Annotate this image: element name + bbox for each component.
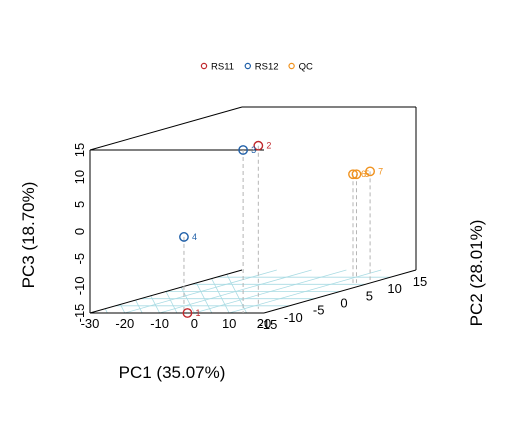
point-label: 1 [195, 308, 200, 318]
legend-label: RS12 [255, 62, 279, 73]
data-point [253, 140, 264, 151]
floor-grid-line [135, 299, 143, 314]
data-point [348, 169, 358, 180]
floor-grid-line [229, 269, 382, 314]
floor-grid-line [194, 269, 347, 314]
floor-grid-line [104, 308, 108, 314]
data-point [238, 145, 249, 155]
z-tick-label: -15 [72, 304, 87, 323]
y-tick-label: -10 [284, 310, 303, 325]
legend-marker [244, 62, 251, 70]
point-label: 2 [266, 141, 271, 151]
floor-grid-line [196, 282, 213, 314]
floor-grid-line [226, 274, 247, 314]
floor-grid-line [180, 287, 195, 314]
z-tick-label: 10 [72, 170, 87, 184]
point-label: 7 [378, 166, 383, 176]
y-tick-label: 15 [413, 274, 427, 289]
x-tick-label: 0 [191, 316, 198, 331]
y-tick-label: 0 [340, 296, 347, 311]
z-tick-label: -5 [72, 253, 87, 265]
data-point [351, 169, 362, 180]
legend-label: RS11 [211, 62, 234, 73]
plot-box [89, 106, 417, 314]
point-label: 3 [251, 145, 256, 155]
x-axis-title: PC1 (35.07%) [119, 363, 226, 382]
x-tick-label: -10 [150, 316, 169, 331]
legend: RS11 RS12 QC [200, 62, 313, 73]
y-tick-label: -15 [259, 317, 278, 332]
y-tick-label: 5 [366, 288, 373, 303]
z-tick-label: 15 [72, 143, 87, 157]
x-tick-label: -30 [81, 316, 100, 331]
floor-grid-line [150, 295, 160, 314]
floor-grid [104, 269, 391, 314]
legend-marker [288, 62, 295, 70]
z-tick-label: -10 [72, 276, 87, 295]
x-tick-label: 20 [257, 316, 271, 331]
floor-grid-line [211, 278, 230, 314]
y-tick-label: -5 [313, 303, 325, 318]
z-axis-title: PC3 (18.70%) [19, 182, 38, 289]
data-point [182, 308, 193, 318]
point-label: 6 [361, 169, 366, 179]
box-edge [263, 269, 417, 314]
legend-marker [200, 62, 208, 70]
x-tick-label: -20 [115, 316, 134, 331]
box-edge [89, 106, 243, 151]
point-label: 4 [192, 232, 197, 242]
x-tick-label: 10 [222, 316, 236, 331]
y-axis-title: PC2 (28.01%) [467, 220, 486, 327]
drop-lines [183, 145, 371, 313]
floor-grid-line [165, 291, 178, 314]
data-point [365, 166, 375, 177]
legend-label: QC [299, 62, 313, 73]
floor-grid-line [120, 304, 126, 314]
box-edge [89, 269, 243, 314]
y-tick-label: 10 [387, 281, 401, 296]
data-point [179, 232, 189, 242]
z-tick-label: 5 [72, 201, 87, 208]
z-tick-label: 0 [72, 228, 87, 235]
